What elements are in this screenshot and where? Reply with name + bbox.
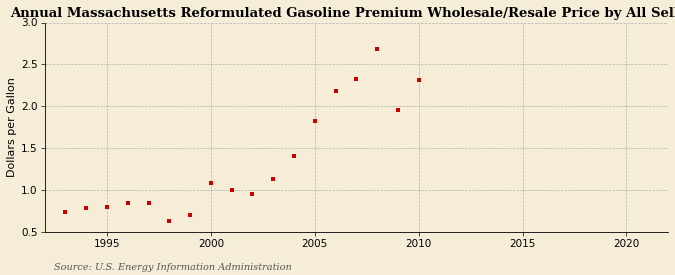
Point [351, 76, 362, 81]
Point [185, 213, 196, 217]
Point [393, 108, 404, 112]
Text: Source: U.S. Energy Information Administration: Source: U.S. Energy Information Administ… [54, 263, 292, 272]
Point [372, 47, 383, 51]
Point [205, 181, 216, 186]
Point [60, 210, 71, 214]
Point [330, 89, 341, 94]
Point [226, 188, 237, 192]
Point [143, 201, 154, 206]
Point [309, 119, 320, 123]
Point [289, 154, 300, 159]
Point [164, 219, 175, 223]
Point [81, 206, 92, 211]
Title: Annual Massachusetts Reformulated Gasoline Premium Wholesale/Resale Price by All: Annual Massachusetts Reformulated Gasoli… [11, 7, 675, 20]
Point [413, 78, 424, 82]
Point [268, 177, 279, 181]
Point [122, 201, 133, 206]
Point [247, 192, 258, 196]
Y-axis label: Dollars per Gallon: Dollars per Gallon [7, 77, 17, 177]
Point [102, 205, 113, 209]
